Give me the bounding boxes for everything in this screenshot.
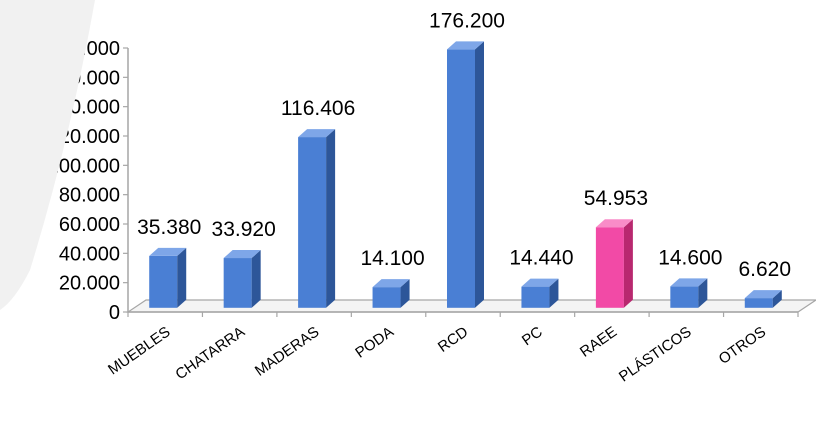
data-label: 14.600 <box>658 246 722 269</box>
bar-side <box>177 247 187 308</box>
bar-front <box>372 287 401 308</box>
bar-side <box>549 278 559 308</box>
bar-top <box>595 219 633 228</box>
y-tick-label: 40.000 <box>59 243 120 265</box>
data-label: 35.380 <box>137 216 201 239</box>
y-tick-label: 20.000 <box>59 273 120 295</box>
bar-front <box>223 258 252 308</box>
bar-rcd <box>447 41 484 308</box>
bar-poda <box>372 279 410 308</box>
bar-front <box>298 137 327 308</box>
y-tick-label: 80.000 <box>59 185 120 207</box>
bar-side <box>772 290 782 308</box>
bar-muebles <box>149 247 187 308</box>
data-label: 54.953 <box>584 187 648 210</box>
bar-front <box>447 49 475 308</box>
data-label: 14.440 <box>509 247 573 270</box>
bar-pc <box>521 278 559 308</box>
bar-maderas <box>298 129 336 308</box>
bar-side <box>623 219 633 308</box>
bar-top <box>298 129 336 138</box>
bar-plásticos <box>670 278 708 308</box>
bar-top <box>447 41 484 50</box>
bar-side <box>400 279 410 308</box>
y-tick-label: 0 <box>109 302 120 324</box>
bar-front <box>744 298 773 308</box>
data-label: 116.406 <box>281 97 355 120</box>
bar-side <box>475 41 484 308</box>
data-labels: 35.380 33.920 116.406 14.100 176.200 14.440 54… <box>137 9 791 281</box>
data-label: 176.200 <box>429 9 505 32</box>
bar-top <box>744 290 782 299</box>
bar-top <box>149 247 187 256</box>
y-axis: 020.00040.00060.00080.000100.000120.0001… <box>48 38 799 324</box>
bar-top <box>223 250 261 259</box>
y-tick-label: 100.000 <box>48 155 120 177</box>
bar-front <box>595 227 624 308</box>
bar-raee <box>595 219 633 308</box>
y-tick-label: 60.000 <box>59 214 120 236</box>
bar-series <box>149 41 782 308</box>
bar-front <box>670 286 699 308</box>
data-label: 6.620 <box>738 258 791 281</box>
bar-front <box>149 255 178 308</box>
bar-side <box>698 278 708 308</box>
bar-side <box>251 250 261 308</box>
bar-otros <box>744 290 782 308</box>
data-label: 14.100 <box>360 247 424 270</box>
background-wedge <box>0 0 95 310</box>
bar-chatarra <box>223 250 261 308</box>
bar-side <box>326 129 336 308</box>
bar-top <box>372 279 410 288</box>
bar-top <box>521 278 559 287</box>
bar-top <box>670 278 708 287</box>
data-label: 33.920 <box>212 218 276 241</box>
bar-front <box>521 286 550 308</box>
